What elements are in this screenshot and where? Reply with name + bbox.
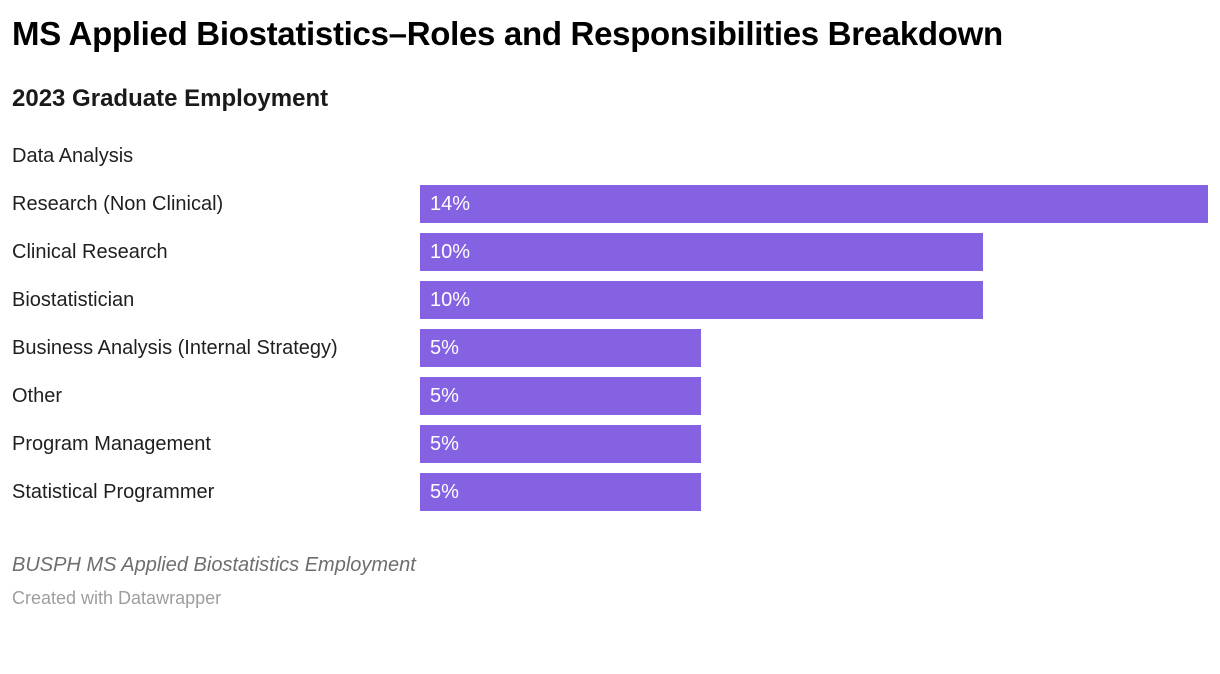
chart-row: Business Analysis (Internal Strategy) 5% xyxy=(12,324,1208,372)
chart-footer: BUSPH MS Applied Biostatistics Employmen… xyxy=(12,552,1208,610)
category-label: Statistical Programmer xyxy=(12,480,215,503)
chart-row: Other 5% xyxy=(12,372,1208,420)
chart-subtitle: 2023 Graduate Employment xyxy=(12,85,329,112)
bar: 5% xyxy=(420,329,702,367)
bar: 10% xyxy=(420,281,983,319)
category-label: Clinical Research xyxy=(12,240,168,263)
bar-value-label: 5% xyxy=(430,432,459,455)
category-label: Data Analysis xyxy=(12,144,134,167)
bar: 5% xyxy=(420,377,702,415)
category-label: Business Analysis (Internal Strategy) xyxy=(12,336,338,359)
chart-row: Biostatistician 10% xyxy=(12,276,1208,324)
chart-row: Program Management 5% xyxy=(12,420,1208,468)
bar-value-label: 14% xyxy=(430,192,471,215)
chart-title: MS Applied Biostatistics–Roles and Respo… xyxy=(12,15,1003,52)
chart-row: Data Analysis xyxy=(12,132,1208,180)
source-byline: BUSPH MS Applied Biostatistics Employmen… xyxy=(12,554,416,576)
bar-area: 5% xyxy=(420,473,1208,511)
bar: 5% xyxy=(420,473,702,511)
bar-area: 5% xyxy=(420,377,1208,415)
bar-value-label: 10% xyxy=(430,240,471,263)
category-label: Biostatistician xyxy=(12,288,135,311)
bar-area: 5% xyxy=(420,329,1208,367)
bar-value-label: 5% xyxy=(430,480,459,503)
bar-value-label: 5% xyxy=(430,384,459,407)
chart-row: Statistical Programmer 5% xyxy=(12,468,1208,516)
bar-value-label: 5% xyxy=(430,336,459,359)
category-label: Research (Non Clinical) xyxy=(12,192,224,215)
datawrapper-attribution: Created with Datawrapper xyxy=(12,588,222,608)
bar-area: 10% xyxy=(420,281,1208,319)
bar-value-label: 10% xyxy=(430,288,471,311)
chart-row: Clinical Research 10% xyxy=(12,228,1208,276)
bar-area: 14% xyxy=(420,185,1208,223)
bar: 10% xyxy=(420,233,983,271)
bar: 14% xyxy=(420,185,1208,223)
bar-area: 10% xyxy=(420,233,1208,271)
bar-area: 5% xyxy=(420,425,1208,463)
category-label: Program Management xyxy=(12,432,211,455)
bar: 5% xyxy=(420,425,702,463)
bar-area xyxy=(420,137,1208,175)
bar-chart: Data Analysis Research (Non Clinical) 14… xyxy=(12,132,1208,516)
chart-row: Research (Non Clinical) 14% xyxy=(12,180,1208,228)
category-label: Other xyxy=(12,384,63,407)
